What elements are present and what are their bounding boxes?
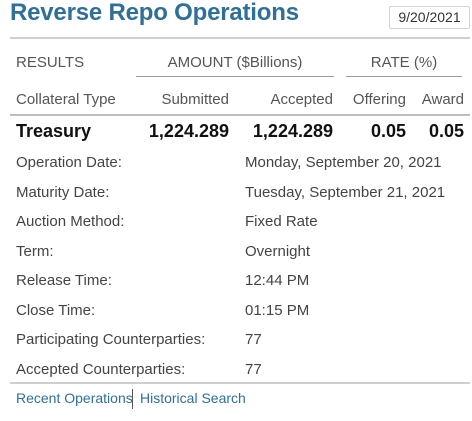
release-time-value: 12:44 PM xyxy=(245,272,310,289)
header-divider xyxy=(10,114,470,116)
close-time-label: Close Time: xyxy=(16,302,96,319)
results-header: RESULTS xyxy=(16,54,85,71)
accepted-counterparties-value: 77 xyxy=(245,361,262,378)
row-accepted: 1,224.289 xyxy=(252,121,333,141)
operation-date-label: Operation Date: xyxy=(16,154,122,171)
auction-method-label: Auction Method: xyxy=(16,213,125,230)
release-time-label: Release Time: xyxy=(16,272,112,289)
col-award: Award xyxy=(421,91,464,108)
amount-header: AMOUNT ($Billions) xyxy=(167,54,303,71)
col-offering: Offering xyxy=(352,91,406,108)
term-label: Term: xyxy=(16,243,54,260)
col-accepted: Accepted xyxy=(270,91,333,108)
row-submitted: 1,224.289 xyxy=(148,121,229,141)
rate-header: RATE (%) xyxy=(370,54,438,71)
col-submitted: Submitted xyxy=(161,91,229,108)
maturity-date-value: Tuesday, September 21, 2021 xyxy=(245,184,446,201)
close-time-value: 01:15 PM xyxy=(245,302,310,319)
auction-method-value: Fixed Rate xyxy=(245,213,318,230)
row-award: 0.05 xyxy=(428,121,464,141)
page-title: Reverse Repo Operations xyxy=(10,0,299,26)
row-offering: 0.05 xyxy=(370,121,406,141)
participating-counterparties-label: Participating Counterparties: xyxy=(16,331,206,348)
footer-divider xyxy=(10,382,470,384)
maturity-date-label: Maturity Date: xyxy=(16,184,110,201)
recent-operations-link[interactable]: Recent Operations xyxy=(16,390,133,406)
historical-search-link[interactable]: Historical Search xyxy=(140,390,246,406)
date-badge: 9/20/2021 xyxy=(389,6,470,29)
accepted-counterparties-label: Accepted Counterparties: xyxy=(16,361,186,378)
col-collateral-type: Collateral Type xyxy=(16,91,116,108)
row-collateral-type: Treasury xyxy=(16,121,92,141)
title-divider xyxy=(10,37,470,39)
amount-header-underline xyxy=(136,76,334,77)
term-value: Overnight xyxy=(245,243,311,260)
participating-counterparties-value: 77 xyxy=(245,331,262,348)
operation-date-value: Monday, September 20, 2021 xyxy=(245,154,442,171)
link-separator xyxy=(132,389,133,409)
rate-header-underline xyxy=(346,76,462,77)
